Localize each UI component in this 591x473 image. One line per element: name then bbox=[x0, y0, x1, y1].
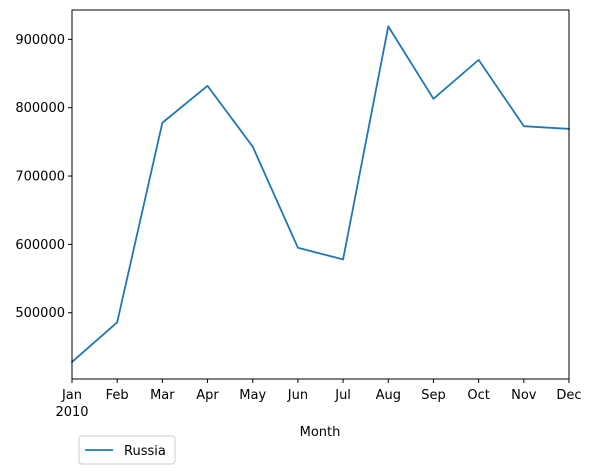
x-tick-label: May bbox=[239, 388, 266, 403]
series-line-russia bbox=[70, 25, 570, 364]
x-tick-label: Jun bbox=[287, 388, 308, 403]
legend-box bbox=[78, 435, 176, 465]
y-tick-label: 800000 bbox=[15, 101, 65, 116]
x-tick-label: Apr bbox=[196, 388, 219, 403]
x-tick-label: Nov bbox=[511, 388, 537, 403]
x-tick-sublabel-year: 2010 bbox=[55, 405, 88, 420]
x-tick-label: Oct bbox=[467, 388, 489, 403]
x-tick-label: Sep bbox=[421, 388, 446, 403]
x-axis: Jan Feb Mar Apr May Jun Jul Aug Sep Oct Nov Dec 2010 bbox=[55, 379, 582, 420]
y-axis: 500000 600000 700000 800000 900000 bbox=[15, 33, 72, 321]
y-tick-label: 500000 bbox=[15, 306, 65, 321]
x-tick-label: Feb bbox=[106, 388, 129, 403]
x-axis-label: Month bbox=[300, 425, 341, 440]
x-tick-label: Jul bbox=[334, 388, 351, 403]
legend: Russia bbox=[78, 435, 176, 465]
y-tick-label: 900000 bbox=[15, 33, 65, 48]
x-tick-label: Mar bbox=[150, 388, 175, 403]
plot-frame bbox=[71, 9, 570, 380]
plot-area bbox=[70, 9, 570, 380]
legend-label-russia: Russia bbox=[124, 444, 166, 459]
x-tick-label: Aug bbox=[376, 388, 401, 403]
x-tick-label: Jan bbox=[61, 388, 82, 403]
y-tick-label: 700000 bbox=[15, 170, 65, 185]
x-tick-label: Dec bbox=[556, 388, 581, 403]
y-tick-label: 600000 bbox=[15, 238, 65, 253]
